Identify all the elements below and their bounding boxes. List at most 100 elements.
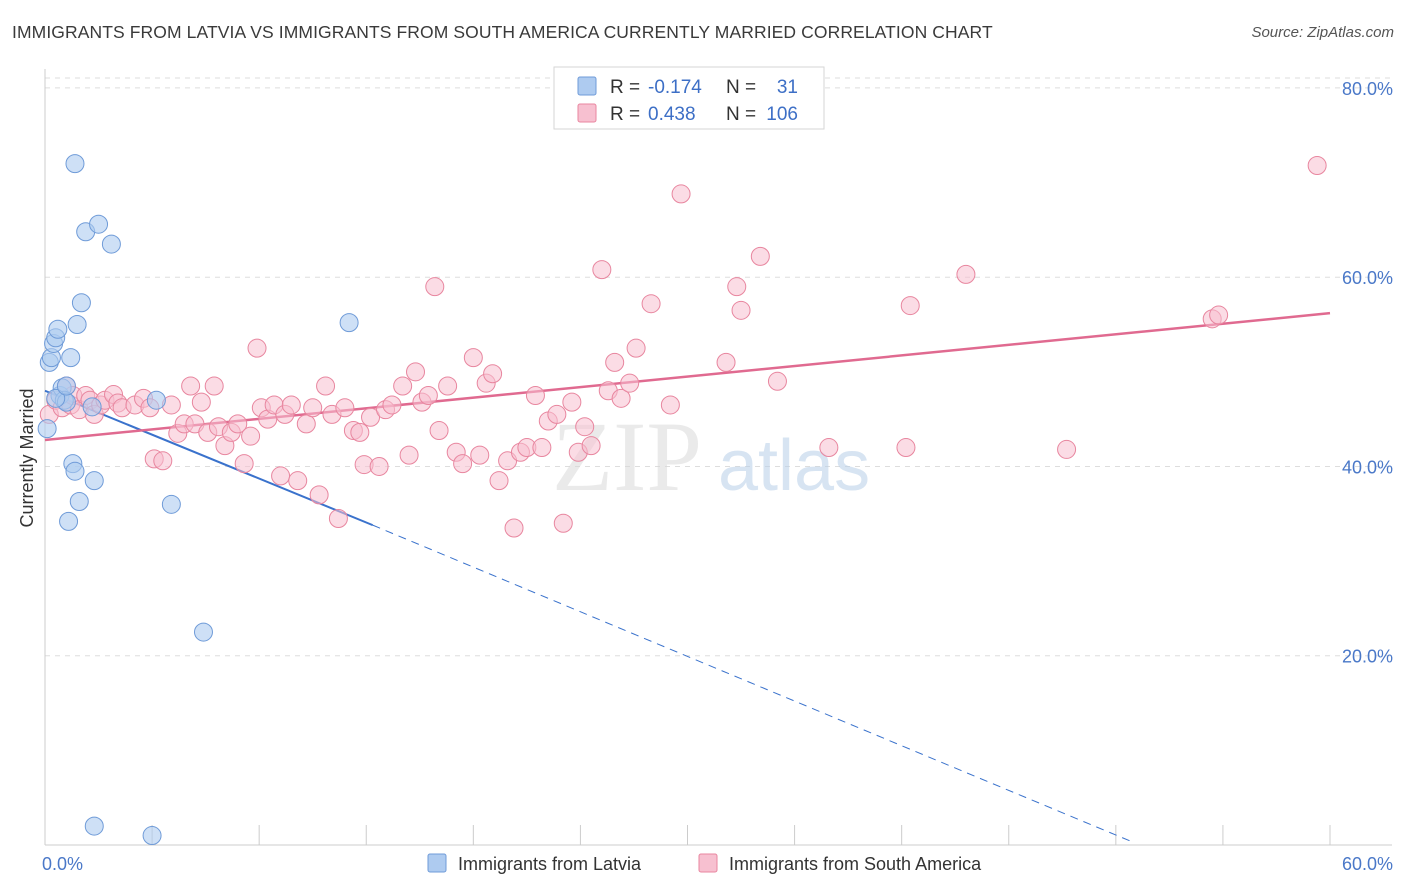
point-south-america-33 xyxy=(241,426,261,446)
point-south-america-84 xyxy=(592,260,612,280)
point-south-america-44 xyxy=(309,485,329,505)
point-south-america-19 xyxy=(153,451,173,471)
point-south-america-66 xyxy=(463,348,483,368)
point-south-america-87 xyxy=(611,388,631,408)
point-south-america-82 xyxy=(575,417,595,437)
point-latvia-23 xyxy=(146,390,166,410)
legend-n-label-1: N = xyxy=(726,77,756,98)
bottom-legend-swatch-sa xyxy=(698,853,718,873)
point-south-america-25 xyxy=(191,392,211,412)
chart-title: IMMIGRANTS FROM LATVIA VS IMMIGRANTS FRO… xyxy=(12,22,993,42)
point-south-america-100 xyxy=(896,438,916,458)
y-tick-label-20: 20.0% xyxy=(1342,647,1393,667)
point-south-america-57 xyxy=(399,445,419,465)
point-latvia-13 xyxy=(65,461,85,481)
axes xyxy=(44,69,1392,846)
point-south-america-32 xyxy=(234,454,254,474)
point-south-america-105 xyxy=(1307,156,1327,176)
legend-n-value-2: 106 xyxy=(766,104,798,125)
watermark-atlas: atlas xyxy=(718,426,870,506)
x-tick-label-max: 60.0% xyxy=(1342,854,1393,874)
point-south-america-52 xyxy=(361,407,381,427)
point-south-america-72 xyxy=(504,518,524,538)
point-south-america-89 xyxy=(626,338,646,358)
point-south-america-96 xyxy=(750,246,770,266)
bottom-legend-latvia: Immigrants from Latvia xyxy=(458,854,642,874)
point-south-america-55 xyxy=(382,395,402,415)
point-south-america-58 xyxy=(406,362,426,382)
point-south-america-56 xyxy=(393,376,413,396)
point-latvia-0 xyxy=(37,419,57,439)
legend-swatch-latvia xyxy=(577,76,597,96)
point-south-america-67 xyxy=(470,445,490,465)
point-south-america-88 xyxy=(620,373,640,393)
point-latvia-30 xyxy=(56,376,76,396)
tick-labels: 20.0% 40.0% 60.0% 80.0% 0.0% 60.0% xyxy=(42,79,1393,874)
trend-lines xyxy=(44,311,1331,843)
point-south-america-94 xyxy=(727,277,747,297)
point-south-america-90 xyxy=(641,294,661,314)
point-latvia-29 xyxy=(46,388,66,408)
point-latvia-11 xyxy=(61,348,81,368)
legend-r-label-1: R = xyxy=(610,77,640,98)
legend-swatch-sa xyxy=(577,103,597,123)
series-south-america xyxy=(39,156,1327,538)
point-south-america-75 xyxy=(525,385,545,405)
point-south-america-99 xyxy=(900,296,920,316)
point-latvia-25 xyxy=(193,622,213,642)
point-latvia-24 xyxy=(161,494,181,514)
point-latvia-16 xyxy=(69,491,89,511)
y-axis-title: Currently Married xyxy=(17,388,37,527)
point-south-america-83 xyxy=(581,436,601,456)
point-latvia-14 xyxy=(65,154,85,174)
point-south-america-45 xyxy=(316,376,336,396)
point-south-america-53 xyxy=(369,456,389,476)
point-latvia-27 xyxy=(84,816,104,836)
legend-r-value-2: 0.438 xyxy=(648,104,696,125)
point-south-america-31 xyxy=(228,414,248,434)
point-south-america-93 xyxy=(716,352,736,372)
point-south-america-79 xyxy=(553,513,573,533)
point-south-america-47 xyxy=(328,509,348,529)
point-south-america-23 xyxy=(181,376,201,396)
point-south-america-91 xyxy=(660,395,680,415)
point-latvia-28 xyxy=(142,826,162,846)
bottom-legend-sa: Immigrants from South America xyxy=(729,854,982,874)
bottom-legend-swatch-latvia xyxy=(427,853,447,873)
point-latvia-21 xyxy=(89,214,109,234)
point-latvia-10 xyxy=(59,511,79,531)
point-south-america-101 xyxy=(956,264,976,284)
legend-n-value-1: 31 xyxy=(777,77,798,98)
point-south-america-70 xyxy=(489,471,509,491)
y-tick-label-60: 60.0% xyxy=(1342,268,1393,288)
point-latvia-20 xyxy=(84,471,104,491)
point-latvia-26 xyxy=(339,313,359,333)
legend-r-label-2: R = xyxy=(610,104,640,125)
point-south-america-69 xyxy=(483,364,503,384)
point-south-america-95 xyxy=(731,300,751,320)
series-latvia xyxy=(37,154,359,846)
point-south-america-102 xyxy=(1057,439,1077,459)
point-south-america-80 xyxy=(562,392,582,412)
point-south-america-48 xyxy=(335,398,355,418)
point-south-america-41 xyxy=(288,471,308,491)
point-south-america-76 xyxy=(532,438,552,458)
point-latvia-15 xyxy=(67,315,87,335)
point-south-america-60 xyxy=(418,385,438,405)
bottom-legend: Immigrants from Latvia Immigrants from S… xyxy=(427,853,982,874)
point-south-america-61 xyxy=(425,277,445,297)
point-latvia-22 xyxy=(101,234,121,254)
point-south-america-27 xyxy=(204,376,224,396)
point-south-america-40 xyxy=(281,395,301,415)
point-south-america-97 xyxy=(767,371,787,391)
x-tick-label-min: 0.0% xyxy=(42,854,83,874)
point-south-america-104 xyxy=(1209,305,1229,325)
point-south-america-98 xyxy=(819,438,839,458)
y-tick-label-40: 40.0% xyxy=(1342,457,1393,477)
legend-n-label-2: N = xyxy=(726,104,756,125)
point-south-america-43 xyxy=(303,398,323,418)
point-south-america-78 xyxy=(547,404,567,424)
point-latvia-5 xyxy=(48,319,68,339)
point-south-america-42 xyxy=(296,414,316,434)
